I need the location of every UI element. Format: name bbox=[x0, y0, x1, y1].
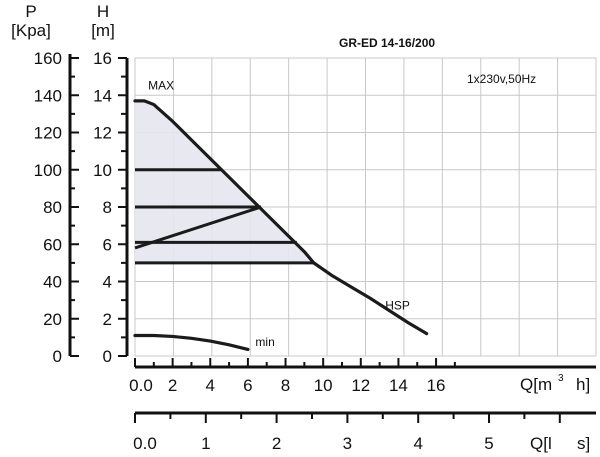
q-m3h-axis-tick-label: 8 bbox=[281, 376, 290, 395]
q-m3h-axis-tick-label: 10 bbox=[314, 376, 333, 395]
p-axis-label-letter: P bbox=[25, 2, 36, 21]
series-label: MAX bbox=[148, 79, 174, 93]
q-ls-axis-tick-label: 4 bbox=[413, 434, 422, 453]
p-axis-tick-label: 20 bbox=[43, 310, 62, 329]
h-axis-tick-label: 16 bbox=[93, 49, 112, 68]
q-ls-axis-tick-label: 3 bbox=[343, 434, 352, 453]
q-ls-axis-tick-label: 0.0 bbox=[133, 434, 157, 453]
h-axis-tick-label: 10 bbox=[93, 161, 112, 180]
h-axis-tick-label: 14 bbox=[93, 86, 112, 105]
p-axis-tick-label: 120 bbox=[34, 124, 62, 143]
p-axis-tick-label: 0 bbox=[53, 347, 62, 366]
series-line-max bbox=[133, 99, 316, 265]
q-ls-axis-tick-label: 5 bbox=[484, 434, 493, 453]
h-axis-label-unit: [m] bbox=[91, 21, 115, 40]
series-label: min bbox=[255, 335, 274, 349]
q-m3h-axis-label-sup: 3 bbox=[558, 373, 564, 384]
q-m3h-axis-tick-label: 4 bbox=[206, 376, 215, 395]
h-axis-tick-label: 0 bbox=[103, 347, 112, 366]
p-axis-tick-label: 60 bbox=[43, 235, 62, 254]
p-axis-tick-label: 80 bbox=[43, 198, 62, 217]
operating-area-fill bbox=[135, 100, 314, 263]
h-axis-tick-label: 12 bbox=[93, 124, 112, 143]
h-axis-tick-label: 4 bbox=[103, 273, 112, 292]
grid bbox=[134, 57, 597, 357]
q-m3h-axis-tick-label: 16 bbox=[427, 376, 446, 395]
supply-annotation: 1x230v,50Hz bbox=[467, 72, 536, 86]
q-m3h-axis-tick-label: 0.0 bbox=[129, 376, 153, 395]
q-ls-axis-tick-label: 2 bbox=[272, 434, 281, 453]
q-m3h-axis-tick-label: 12 bbox=[351, 376, 370, 395]
p-axis-tick-label: 160 bbox=[34, 49, 62, 68]
q-m3h-axis-label-left: Q[m bbox=[520, 375, 552, 394]
curves: MAX HSP min bbox=[133, 79, 429, 352]
p-axis-label-unit: [Kpa] bbox=[11, 21, 51, 40]
q-m3h-axis-tick-label: 2 bbox=[168, 376, 177, 395]
operating-area bbox=[135, 100, 314, 263]
h-axis-tick-label: 2 bbox=[103, 310, 112, 329]
p-axis-tick-label: 100 bbox=[34, 161, 62, 180]
q-m3h-axis-tick-label: 14 bbox=[389, 376, 408, 395]
h-axis-label-letter: H bbox=[97, 2, 109, 21]
h-axis-tick-label: 6 bbox=[103, 235, 112, 254]
series-line-hsp bbox=[312, 261, 429, 336]
q-ls-axis-tick-label: 1 bbox=[201, 434, 210, 453]
series-label: HSP bbox=[385, 298, 410, 312]
operating-diagonal-line bbox=[134, 205, 262, 250]
q-m3h-axis-tick-label: 6 bbox=[243, 376, 252, 395]
q-ls-axis-label-right: s] bbox=[577, 434, 590, 453]
p-axis-tick-label: 140 bbox=[34, 86, 62, 105]
series-line-min bbox=[133, 333, 250, 352]
chart-title: GR-ED 14-16/200 bbox=[339, 36, 435, 50]
q-ls-axis-label-left: Q[l bbox=[530, 434, 552, 453]
h-axis-tick-label: 8 bbox=[103, 198, 112, 217]
p-axis-tick-label: 40 bbox=[43, 273, 62, 292]
q-m3h-axis-label-right: h] bbox=[576, 375, 590, 394]
